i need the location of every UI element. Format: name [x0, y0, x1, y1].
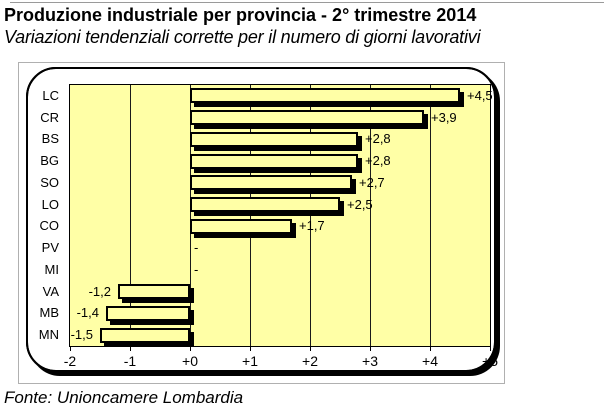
y-category-label: CO: [39, 218, 60, 234]
bar: [190, 153, 358, 169]
grid-line: [130, 85, 131, 346]
x-tick-label: +1: [242, 353, 258, 369]
x-tick: [370, 347, 371, 351]
source-note: Fonte: Unioncamere Lombardia: [4, 388, 244, 407]
y-category-label: CR: [40, 109, 59, 125]
x-tick: [310, 347, 311, 351]
bar: [118, 284, 190, 300]
y-category-label: VA: [42, 283, 59, 299]
y-category-label: LO: [41, 196, 59, 212]
x-tick: [190, 347, 191, 351]
bar-value-label: -1,2: [88, 283, 111, 299]
bar: [106, 305, 190, 321]
bar-value-label: +2,7: [359, 174, 385, 190]
bar-value-label: +4,5: [467, 87, 493, 103]
bar-value-label: +2,5: [347, 196, 373, 212]
x-tick-label: +4: [422, 353, 438, 369]
y-category-label: LC: [42, 87, 59, 103]
bar: [190, 218, 292, 234]
grid-line: [190, 85, 191, 346]
chart-canvas: LC CR BS BG SO LO CO PV MI VA MB MN +4,5 +3,9 +2,8 +2,…: [18, 62, 505, 384]
bar-value-label: +1,7: [299, 218, 325, 234]
x-tick-label: +5: [482, 353, 498, 369]
bar-value-label: -1,5: [70, 327, 93, 343]
bar-value-label: -1,4: [76, 305, 99, 321]
x-tick: [70, 347, 71, 351]
x-tick-label: -2: [63, 353, 77, 369]
x-tick: [130, 347, 131, 351]
y-category-label: SO: [40, 174, 59, 190]
grid-line: [370, 85, 371, 346]
y-category-label: MB: [39, 305, 60, 321]
bar: [190, 131, 358, 147]
x-tick: [490, 347, 491, 351]
x-tick: [430, 347, 431, 351]
x-tick-label: +3: [362, 353, 378, 369]
grid-line: [310, 85, 311, 346]
grid-line: [250, 85, 251, 346]
y-category-label: BS: [41, 131, 59, 147]
chart-subtitle: Variazioni tendenziali corrette per il n…: [4, 27, 481, 47]
x-tick: [250, 347, 251, 351]
y-category-label: MN: [38, 327, 59, 343]
bar-value-label: +2,8: [365, 153, 391, 169]
x-tick-label: +0: [182, 353, 198, 369]
bar: [190, 197, 340, 213]
y-category-label: BG: [40, 153, 59, 169]
plot-area: +4,5 +3,9 +2,8 +2,8 +2,7 +2,5 +1,7 - - -1,2 -1,4 -1…: [69, 84, 493, 347]
x-axis: -2 -1 +0 +1 +2 +3 +4 +5: [64, 347, 498, 377]
chart-title: Produzione industriale per provincia - 2…: [4, 5, 477, 25]
bar: [190, 88, 460, 104]
x-tick-label: +2: [302, 353, 318, 369]
bar: [190, 110, 424, 126]
bar-value-label: +3,9: [431, 109, 457, 125]
x-tick-label: -1: [123, 353, 137, 369]
y-category-label: MI: [44, 261, 59, 277]
grid-line: [430, 85, 431, 346]
bar-value-label: -: [194, 240, 199, 256]
bar: [100, 327, 190, 343]
top-divider: [10, 2, 604, 3]
y-category-label: PV: [41, 240, 59, 256]
bar-value-label: +2,8: [365, 131, 391, 147]
bar: [190, 175, 352, 191]
y-axis-labels: LC CR BS BG SO LO CO PV MI VA MB MN: [19, 63, 59, 383]
bar-value-label: -: [194, 261, 199, 277]
